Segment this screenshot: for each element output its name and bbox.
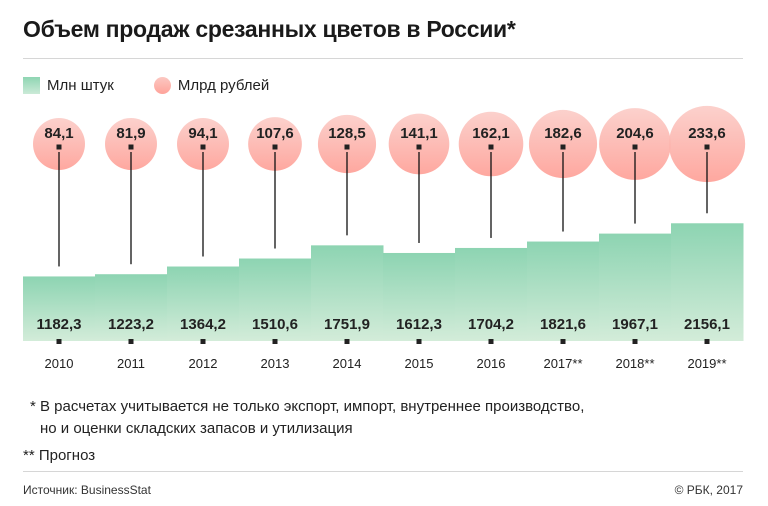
x-tick-label: 2017**	[543, 356, 582, 371]
footnote-1-line-1: * В расчетах учитывается не только экспо…	[30, 398, 585, 415]
bar-value-label: 1182,3	[36, 316, 81, 333]
bar-value-label: 2156,1	[684, 316, 730, 333]
x-tick-marker	[488, 339, 494, 344]
bubble-value-label: 182,6	[544, 125, 582, 142]
bubble-marker	[632, 144, 638, 150]
bubble-marker	[272, 144, 278, 150]
bubble-marker	[200, 144, 206, 150]
x-tick-marker	[56, 339, 62, 344]
x-tick-marker	[560, 339, 566, 344]
bubble-value-label: 204,6	[616, 125, 654, 142]
x-tick-marker	[704, 339, 710, 344]
bubble-value-label: 84,1	[44, 125, 73, 142]
x-tick-label: 2014	[333, 356, 362, 371]
legend-swatch-bubbles	[153, 77, 171, 94]
bubble	[668, 105, 746, 183]
bubble	[33, 118, 85, 170]
x-tick-label: 2018**	[615, 356, 654, 371]
x-tick-label: 2010	[45, 356, 74, 371]
bar-value-label: 1364,2	[180, 316, 226, 333]
bar	[671, 223, 744, 341]
bubble-value-label: 162,1	[472, 125, 510, 142]
bubble-marker	[344, 144, 350, 150]
bubble-value-label: 107,6	[256, 125, 294, 142]
bubble-marker	[488, 144, 494, 150]
x-tick-marker	[200, 339, 206, 344]
bubble-marker	[128, 144, 134, 150]
bar	[23, 276, 96, 341]
legend: Млн штук Млрд рублей	[23, 77, 269, 94]
x-tick-label: 2016	[477, 356, 506, 371]
source-text: Источник: BusinessStat	[23, 483, 151, 497]
bubble	[105, 118, 157, 170]
x-tick-label: 2011	[117, 356, 145, 371]
bar-value-label: 1223,2	[108, 316, 154, 333]
bar-value-label: 1751,9	[324, 316, 370, 333]
bubble-value-label: 233,6	[688, 125, 726, 142]
bubbles-layer	[33, 105, 746, 183]
copyright-text: © РБК, 2017	[674, 483, 743, 497]
x-tick-marker	[344, 339, 350, 344]
bubble-value-label: 141,1	[400, 125, 438, 142]
bar	[599, 233, 672, 341]
top-divider	[23, 58, 743, 59]
bar-value-label: 1612,3	[396, 316, 442, 333]
x-tick-marker	[416, 339, 422, 344]
bar	[311, 245, 384, 341]
bubble	[248, 117, 302, 171]
bubble	[599, 108, 671, 180]
x-tick-marker	[272, 339, 278, 344]
bar-value-label: 1704,2	[468, 316, 514, 333]
x-tick-label: 2013	[261, 356, 290, 371]
footnotes: * В расчетах учитывается не только экспо…	[23, 396, 584, 467]
connector-lines-layer	[58, 152, 708, 267]
bar	[95, 274, 168, 341]
bar-value-label: 1967,1	[612, 316, 658, 333]
chart-area: 84,1 1182,3 2010 81,9 1223,2 2011 94,1 1364,2 20…	[23, 105, 746, 371]
x-tick-label: 2012	[189, 356, 218, 371]
bubble	[177, 118, 229, 170]
bubble	[317, 114, 377, 174]
x-tick-label: 2015	[405, 356, 434, 371]
bars-layer	[23, 223, 744, 341]
bubble-marker	[704, 144, 710, 150]
bar	[383, 252, 456, 341]
bubble	[388, 113, 450, 175]
bar	[527, 241, 600, 341]
bubble-value-label: 81,9	[116, 125, 145, 142]
legend-label-bubbles: Млрд рублей	[177, 77, 270, 94]
labels-layer: 84,1 1182,3 2010 81,9 1223,2 2011 94,1 1364,2 20…	[36, 125, 729, 371]
bubble-marker	[416, 144, 422, 150]
bubble-marker	[56, 144, 62, 150]
legend-label-bars: Млн штук	[47, 77, 114, 94]
x-tick-marker	[128, 339, 134, 344]
x-tick-marker	[632, 339, 638, 344]
bubble-marker	[560, 144, 566, 150]
legend-swatch-bars	[23, 77, 40, 94]
bubble	[528, 109, 598, 179]
bar	[167, 266, 240, 341]
bottom-divider	[23, 471, 743, 472]
bubble-value-label: 128,5	[328, 125, 366, 142]
bar-value-label: 1821,6	[540, 316, 586, 333]
bubble	[458, 111, 524, 177]
footnote-2: ** Прогноз	[23, 447, 96, 464]
x-tick-label: 2019**	[687, 356, 726, 371]
bubble-value-label: 94,1	[188, 125, 217, 142]
bar	[239, 258, 312, 341]
bar-value-label: 1510,6	[252, 316, 298, 333]
footnote-1-line-2: но и оценки складских запасов и утилизац…	[40, 420, 353, 437]
bar	[455, 247, 528, 341]
chart-title: Объем продаж срезанных цветов в России*	[23, 16, 516, 42]
